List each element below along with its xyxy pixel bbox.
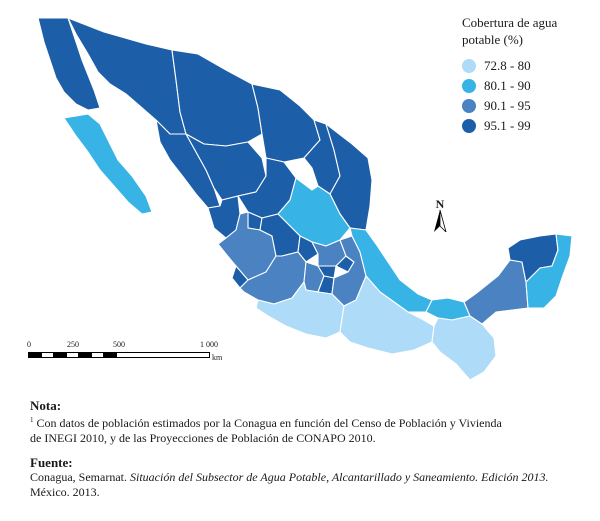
legend-label: 72.8 - 80	[484, 58, 531, 73]
note-text-line2: de INEGI 2010, y de las Proyecciones de …	[30, 431, 376, 445]
north-arrow: N	[430, 198, 450, 237]
legend-title: Cobertura de agua potable (%)	[462, 14, 592, 48]
north-arrow-icon	[434, 209, 447, 234]
legend-item: 95.1 - 99	[462, 116, 592, 136]
scale-unit: km	[212, 353, 223, 362]
state-baja-california-sur	[63, 113, 153, 215]
source-publisher: Conagua, Semarnat.	[30, 470, 130, 484]
legend-label: 90.1 - 95	[484, 98, 531, 113]
notes-section: Nota: 1 Con datos de población estimados…	[30, 398, 575, 509]
legend-swatch	[462, 119, 476, 133]
legend-item: 80.1 - 90	[462, 76, 592, 96]
state-tabasco	[425, 297, 471, 321]
scale-tick: 1 000	[200, 340, 218, 349]
mexico-water-coverage-map	[37, 17, 573, 381]
legend-swatch	[462, 59, 476, 73]
scale-tick: 0	[27, 340, 31, 349]
legend-title-line1: Cobertura de agua	[462, 15, 558, 30]
scale-bar: 0 250 500 1 000 km	[27, 340, 228, 370]
state-baja-california	[37, 17, 101, 111]
source-text: Conagua, Semarnat. Situación del Subsect…	[30, 470, 575, 500]
state-chiapas	[431, 315, 497, 381]
source-tail: México. 2013.	[30, 485, 100, 499]
state-quintana-roo	[525, 233, 573, 309]
legend-swatch	[462, 99, 476, 113]
scale-tick: 250	[67, 340, 79, 349]
map-legend: Cobertura de agua potable (%) 72.8 - 80 …	[462, 14, 592, 136]
note-block: Nota: 1 Con datos de población estimados…	[30, 398, 575, 446]
legend-title-line2: potable (%)	[462, 32, 524, 47]
state-queretaro	[297, 235, 319, 263]
source-title: Situación del Subsector de Agua Potable,…	[129, 470, 549, 484]
note-text-line1: 1 Con datos de población estimados por l…	[30, 413, 575, 431]
note-line1: Con datos de población estimados por la …	[33, 416, 502, 430]
source-block: Fuente: Conagua, Semarnat. Situación del…	[30, 455, 575, 500]
scale-tick: 500	[113, 340, 125, 349]
legend-item: 90.1 - 95	[462, 96, 592, 116]
legend-label: 95.1 - 99	[484, 118, 531, 133]
north-label: N	[435, 197, 445, 211]
source-heading: Fuente:	[30, 455, 73, 470]
state-campeche	[463, 259, 529, 325]
legend-swatch	[462, 79, 476, 93]
state-chihuahua	[171, 49, 263, 147]
state-coahuila	[251, 83, 321, 163]
legend-item: 72.8 - 80	[462, 56, 592, 76]
note-marker: 1	[30, 416, 34, 424]
legend-label: 80.1 - 90	[484, 78, 531, 93]
scale-bar-segments	[28, 352, 210, 358]
note-heading: Nota:	[30, 398, 62, 413]
